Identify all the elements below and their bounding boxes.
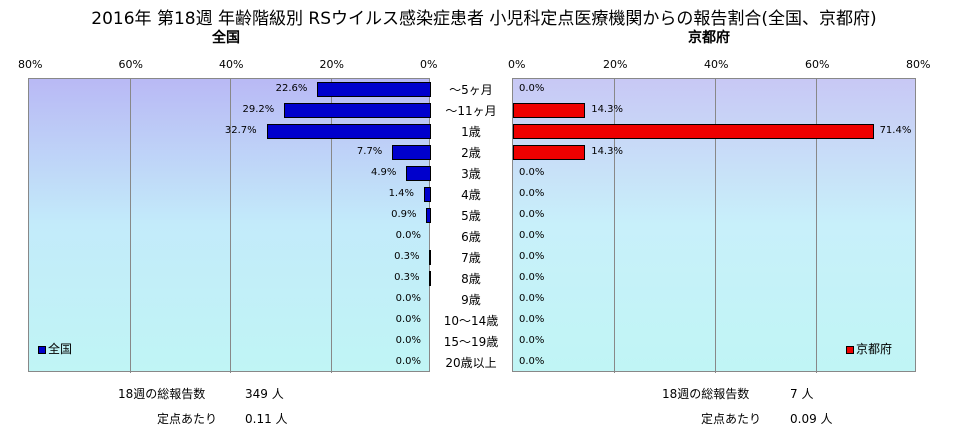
left-per-value: 0.11 人 bbox=[245, 412, 288, 426]
left-tick-label: 80% bbox=[18, 58, 43, 71]
left-gridline bbox=[330, 79, 332, 373]
left-bar bbox=[284, 103, 431, 118]
left-bar bbox=[317, 82, 431, 97]
legend-right-label: 京都府 bbox=[856, 342, 893, 356]
left-data-label: 0.0% bbox=[395, 313, 421, 325]
left-data-label: 0.3% bbox=[394, 271, 420, 283]
left-gridline bbox=[230, 79, 231, 373]
right-bar bbox=[513, 145, 586, 160]
left-data-label: 0.3% bbox=[394, 250, 420, 262]
right-data-label: 0.0% bbox=[519, 292, 545, 304]
category-label: 20歳以上 bbox=[445, 355, 497, 370]
right-plot-area: 0.0% 14.3% 71.4% 14.3% 0.0% 0.0% 0.0% 0.0% 0.0% 0… bbox=[512, 78, 916, 373]
left-bar bbox=[266, 124, 431, 139]
right-data-label: 0.0% bbox=[519, 229, 545, 241]
right-tick-label: 60% bbox=[805, 58, 830, 71]
right-bar bbox=[513, 124, 874, 139]
left-gridline bbox=[129, 79, 131, 373]
left-data-label: 7.7% bbox=[356, 145, 383, 157]
right-data-label: 0.0% bbox=[519, 250, 545, 262]
category-label: ～5ヶ月 bbox=[449, 82, 493, 97]
legend-left-swatch bbox=[38, 345, 46, 354]
right-total-value: 7 人 bbox=[790, 387, 814, 401]
left-data-label: 22.6% bbox=[275, 82, 308, 94]
category-label: 6歳 bbox=[461, 229, 481, 244]
legend-right-swatch bbox=[846, 345, 854, 354]
left-tick-label: 40% bbox=[219, 58, 244, 71]
right-data-label: 0.0% bbox=[519, 355, 545, 367]
right-data-label: 0.0% bbox=[519, 334, 545, 346]
category-label: 4歳 bbox=[461, 187, 481, 202]
chart-title: 2016年 第18週 年齢階級別 RSウイルス感染症患者 小児科定点医療機関から… bbox=[91, 9, 877, 29]
left-tick-label: 20% bbox=[319, 58, 344, 71]
left-total-label: 18週の総報告数 bbox=[118, 387, 206, 401]
left-data-label: 32.7% bbox=[224, 124, 257, 136]
left-bar bbox=[426, 208, 431, 223]
left-per-label: 定点あたり bbox=[157, 412, 218, 426]
right-gridline bbox=[614, 79, 615, 373]
right-bar bbox=[513, 103, 586, 118]
category-label: 9歳 bbox=[461, 292, 481, 307]
right-data-label: 0.0% bbox=[519, 271, 545, 283]
right-tick-label: 20% bbox=[603, 58, 628, 71]
right-per-label: 定点あたり bbox=[701, 412, 762, 426]
category-label: 15～19歳 bbox=[443, 334, 499, 349]
category-label: ～11ヶ月 bbox=[445, 103, 497, 118]
right-data-label: 14.3% bbox=[591, 103, 623, 115]
right-data-label: 0.0% bbox=[519, 187, 545, 199]
right-tick-label: 80% bbox=[906, 58, 931, 71]
right-tick-label: 0% bbox=[508, 58, 526, 71]
left-bar bbox=[429, 271, 432, 286]
category-label: 5歳 bbox=[461, 208, 481, 223]
right-per-value: 0.09 人 bbox=[790, 412, 833, 426]
right-data-label: 0.0% bbox=[519, 82, 545, 94]
left-total-value: 349 人 bbox=[245, 387, 284, 401]
left-data-label: 0.0% bbox=[395, 229, 421, 241]
right-data-label: 71.4% bbox=[879, 124, 912, 136]
left-bar bbox=[392, 145, 431, 160]
left-bar bbox=[423, 187, 431, 202]
left-plot-area: 22.6% 29.2% 32.7% 7.7% 4.9% 1.4% 0.9% 0.0% 0.3% 0… bbox=[28, 78, 432, 373]
left-data-label: 1.4% bbox=[388, 187, 414, 199]
right-data-label: 0.0% bbox=[519, 208, 545, 220]
left-bar bbox=[429, 250, 432, 265]
left-data-label: 0.0% bbox=[395, 355, 421, 367]
category-label: 3歳 bbox=[461, 166, 481, 181]
category-label: 8歳 bbox=[461, 271, 481, 286]
right-data-label: 14.3% bbox=[591, 145, 623, 157]
left-data-label: 0.9% bbox=[391, 208, 417, 220]
legend-left-label: 全国 bbox=[48, 342, 73, 356]
left-data-label: 0.0% bbox=[395, 292, 421, 304]
left-subtitle: 全国 bbox=[212, 30, 240, 46]
left-bar bbox=[406, 166, 431, 181]
legend-right: 京都府 bbox=[846, 340, 892, 357]
right-subtitle: 京都府 bbox=[688, 30, 730, 46]
right-data-label: 0.0% bbox=[519, 313, 545, 325]
category-label: 1歳 bbox=[461, 124, 481, 139]
category-label: 7歳 bbox=[461, 250, 481, 265]
right-gridline bbox=[715, 79, 716, 373]
right-tick-label: 40% bbox=[704, 58, 729, 71]
left-data-label: 0.0% bbox=[395, 334, 421, 346]
legend-left: 全国 bbox=[38, 340, 72, 357]
left-data-label: 4.9% bbox=[370, 166, 397, 178]
right-total-label: 18週の総報告数 bbox=[662, 387, 750, 401]
left-tick-label: 60% bbox=[118, 58, 143, 71]
category-label: 2歳 bbox=[461, 145, 481, 160]
left-data-label: 29.2% bbox=[242, 103, 275, 115]
right-data-label: 0.0% bbox=[519, 166, 545, 178]
category-label: 10～14歳 bbox=[443, 313, 499, 328]
left-tick-label: 0% bbox=[420, 58, 438, 71]
right-gridline bbox=[816, 79, 817, 373]
